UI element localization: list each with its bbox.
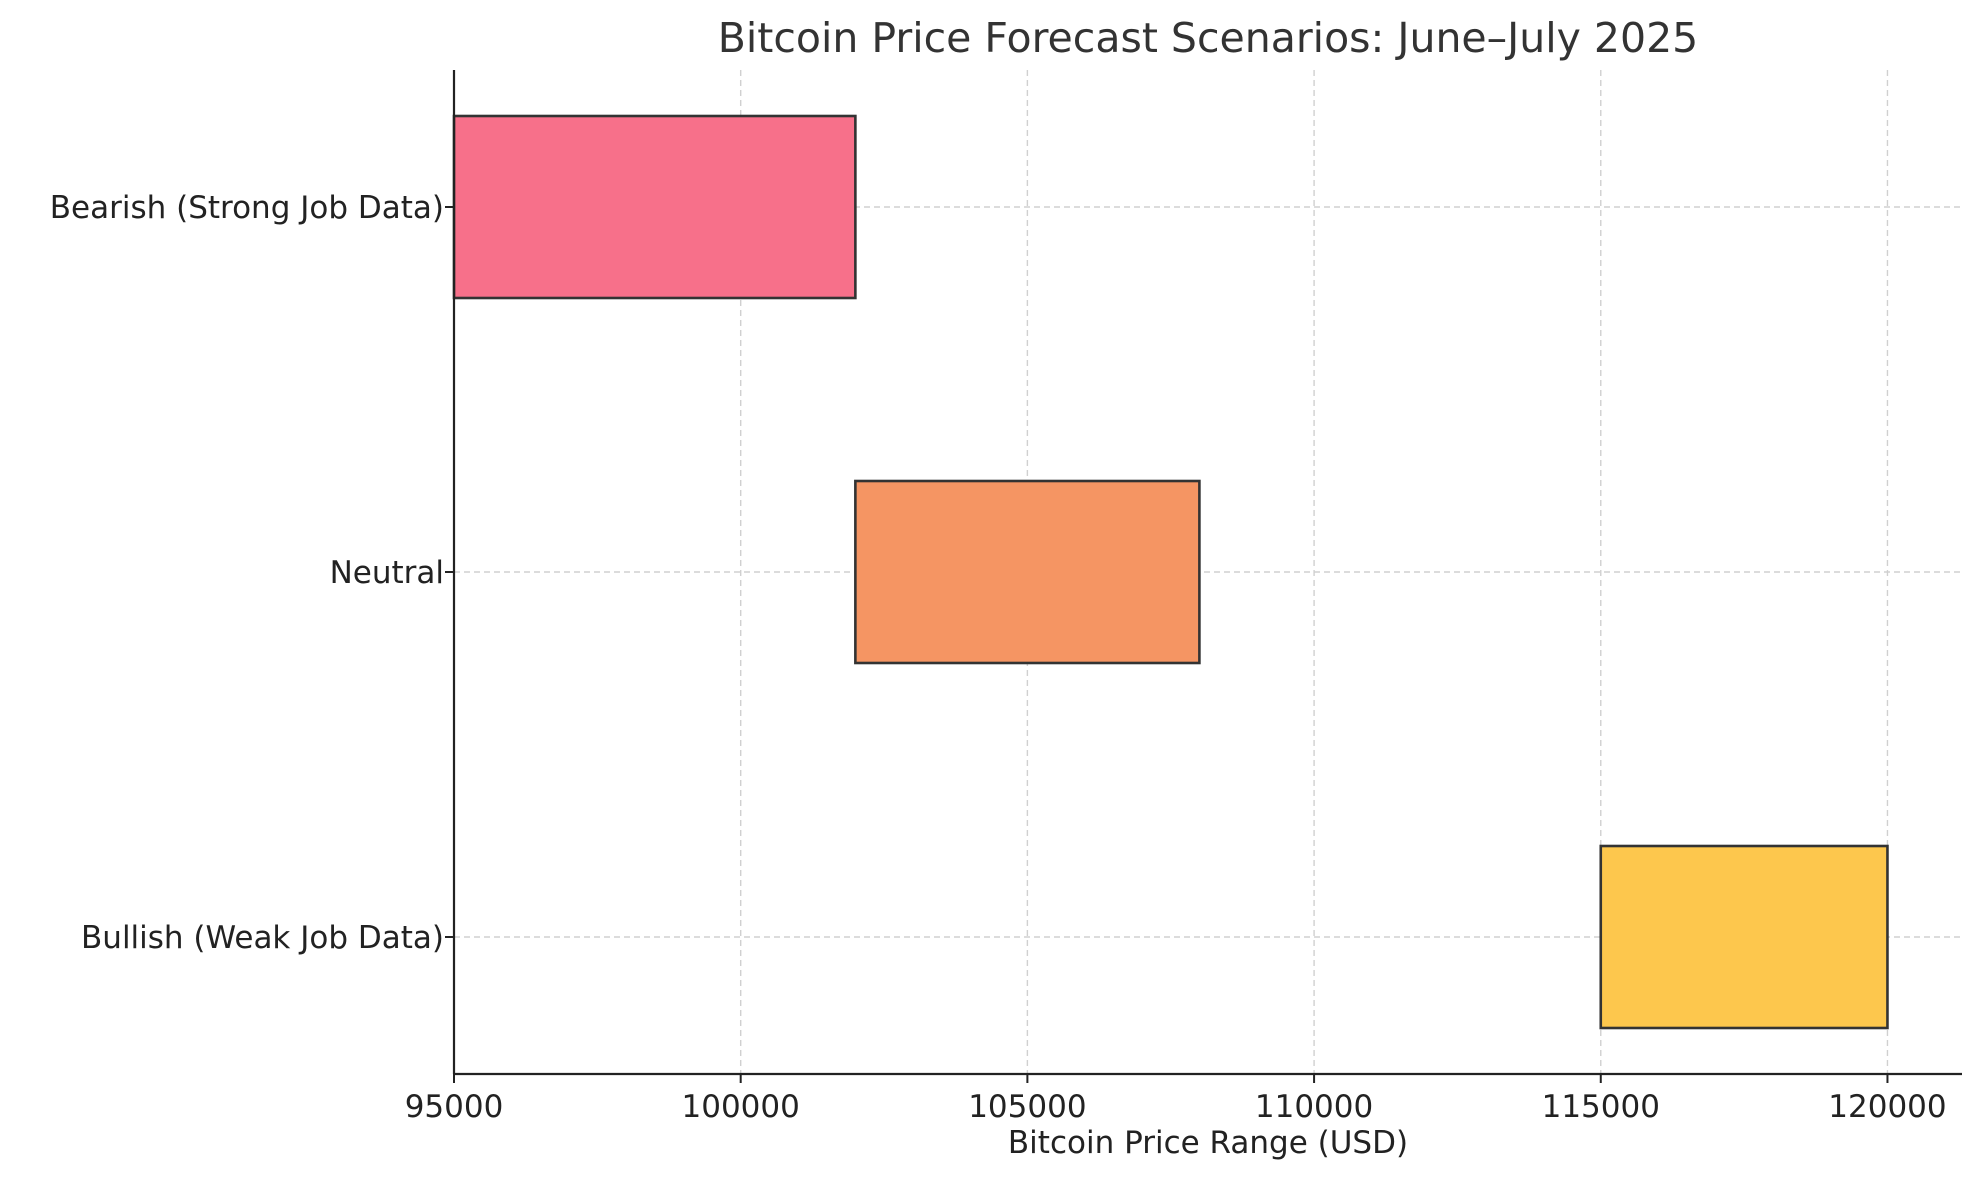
x-axis-label: Bitcoin Price Range (USD)	[1008, 1125, 1408, 1161]
x-tick-label: 110000	[1255, 1089, 1373, 1125]
y-tick-label: Bearish (Strong Job Data)	[50, 190, 444, 226]
x-tick-label: 115000	[1542, 1089, 1660, 1125]
x-tick-label: 120000	[1828, 1089, 1946, 1125]
x-tick-label: 100000	[682, 1089, 800, 1125]
tick-labels: 95000 100000 105000 110000 115000 120000 Beari…	[50, 190, 1947, 1125]
axes	[445, 70, 1962, 1083]
scenario-bar	[452, 114, 857, 300]
y-tick-label: Bullish (Weak Job Data)	[81, 920, 444, 956]
x-tick-label: 95000	[405, 1089, 504, 1125]
y-tick-label: Neutral	[330, 555, 444, 591]
scenario-bar	[1599, 844, 1889, 1030]
range-bars	[452, 114, 1889, 1030]
scenario-bar	[854, 479, 1201, 665]
chart-title: Bitcoin Price Forecast Scenarios: June–J…	[718, 14, 1699, 62]
x-tick-label: 105000	[968, 1089, 1086, 1125]
